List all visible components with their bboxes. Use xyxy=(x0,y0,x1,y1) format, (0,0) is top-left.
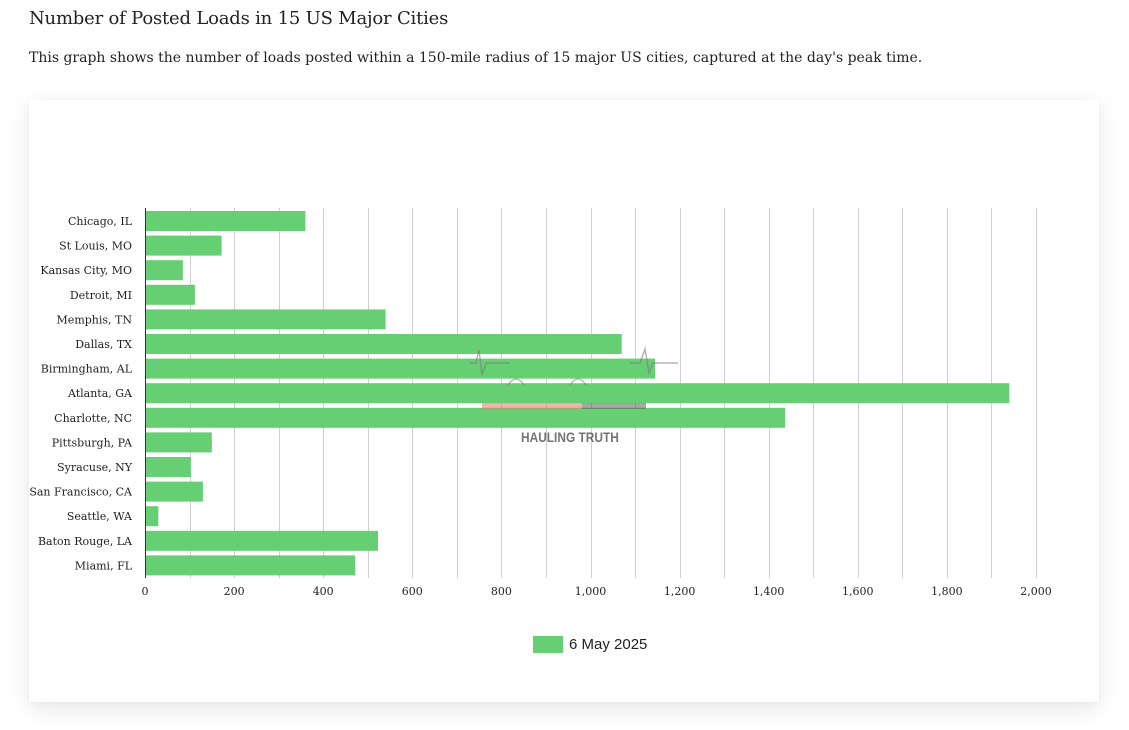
bar xyxy=(145,260,183,281)
category-label: Atlanta, GA xyxy=(67,387,133,400)
bar xyxy=(145,506,159,527)
category-label: Kansas City, MO xyxy=(40,264,132,277)
bar xyxy=(145,309,386,330)
bar-layer xyxy=(145,211,1010,576)
category-label: Chicago, IL xyxy=(68,215,133,228)
label-layer: 0 200 400 600 800 1,000 1,200 1,400 1,600 1,800 2,… xyxy=(29,215,1051,598)
category-label: Dallas, TX xyxy=(75,338,132,351)
category-label: Detroit, MI xyxy=(70,289,132,302)
category-label: Miami, FL xyxy=(75,559,133,572)
category-label: Birmingham, AL xyxy=(41,363,133,376)
bar xyxy=(145,407,786,428)
category-label: Syracuse, NY xyxy=(57,461,133,474)
x-tick-label: 400 xyxy=(313,585,334,598)
x-tick-label: 1,800 xyxy=(931,585,963,598)
x-tick-label: 600 xyxy=(402,585,423,598)
x-tick-label: 2,000 xyxy=(1020,585,1052,598)
bar xyxy=(145,334,622,354)
x-tick-label: 0 xyxy=(142,585,149,598)
chart-legend: 6 May 2025 xyxy=(533,636,647,653)
bar xyxy=(145,530,378,551)
bar xyxy=(145,481,203,502)
legend-label: 6 May 2025 xyxy=(569,636,648,653)
x-tick-label: 200 xyxy=(224,585,245,598)
category-label: Pittsburgh, PA xyxy=(52,436,133,449)
page-description: This graph shows the number of loads pos… xyxy=(29,50,923,66)
category-label: Baton Rouge, LA xyxy=(38,535,133,548)
bar xyxy=(145,432,212,453)
x-tick-label: 1,000 xyxy=(575,585,607,598)
bar xyxy=(145,358,656,379)
x-tick-label: 1,400 xyxy=(753,585,785,598)
legend-swatch xyxy=(533,636,563,653)
category-label: Seattle, WA xyxy=(67,510,133,523)
category-label: San Francisco, CA xyxy=(29,486,133,499)
bar xyxy=(145,457,191,477)
bar xyxy=(145,284,195,305)
category-label: Memphis, TN xyxy=(57,313,133,326)
category-label: St Louis, MO xyxy=(59,240,132,253)
watermark-text: HAULING TRUTH xyxy=(521,429,619,445)
bar xyxy=(145,383,1010,404)
x-tick-label: 1,200 xyxy=(664,585,696,598)
page-title: Number of Posted Loads in 15 US Major Ci… xyxy=(29,8,449,29)
x-tick-label: 800 xyxy=(491,585,512,598)
bar xyxy=(145,555,356,576)
bar xyxy=(145,211,306,231)
category-label: Charlotte, NC xyxy=(54,412,132,425)
bar xyxy=(145,235,222,256)
x-tick-label: 1,600 xyxy=(842,585,874,598)
